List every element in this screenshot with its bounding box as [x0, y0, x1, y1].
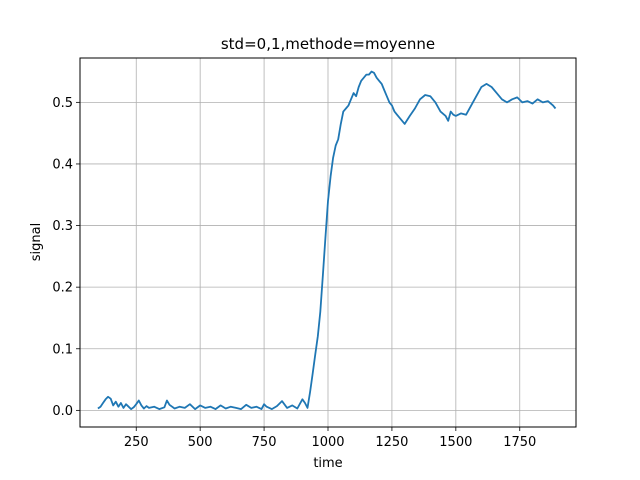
y-tick-label: 0.1	[52, 342, 73, 357]
x-tick-label: 250	[124, 435, 149, 450]
y-axis-ticks: 0.0 0.1 0.2 0.3 0.4 0.5	[52, 96, 80, 419]
y-tick-label: 0.2	[52, 281, 73, 296]
x-tick-label: 1500	[439, 435, 472, 450]
x-axis-ticks: 250 500 750 1000 1250 1500 1750	[124, 427, 536, 450]
y-tick-label: 0.3	[52, 219, 73, 234]
x-axis-label: time	[313, 456, 342, 471]
x-tick-label: 1250	[375, 435, 408, 450]
chart-title: std=0,1,methode=moyenne	[221, 35, 435, 53]
x-tick-label: 750	[252, 435, 277, 450]
y-tick-label: 0.0	[52, 404, 73, 419]
grid-lines	[80, 58, 576, 427]
y-axis-label: signal	[29, 223, 44, 261]
data-series	[97, 70, 557, 410]
x-tick-label: 1750	[503, 435, 536, 450]
x-tick-label: 500	[188, 435, 213, 450]
signal-line	[97, 70, 557, 410]
x-tick-label: 1000	[311, 435, 344, 450]
y-tick-label: 0.5	[52, 96, 73, 111]
y-tick-label: 0.4	[52, 157, 73, 172]
